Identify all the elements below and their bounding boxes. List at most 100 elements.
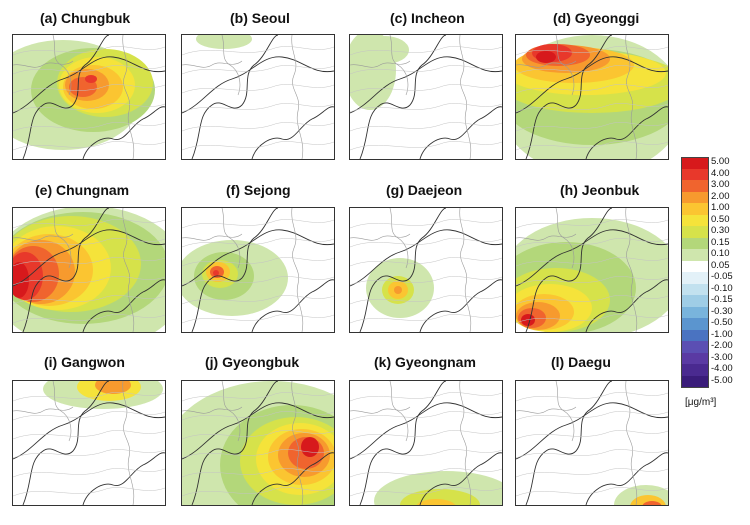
boundary-line: [251, 279, 334, 332]
boundary-line: [585, 452, 668, 505]
legend-swatch: [681, 203, 709, 215]
boundary-line: [22, 208, 110, 332]
boundary-line: [22, 35, 110, 159]
legend-swatch: [681, 364, 709, 376]
county-line: [13, 84, 165, 94]
county-line: [13, 238, 165, 248]
legend-label: -4.00: [711, 363, 733, 374]
county-line: [516, 238, 668, 248]
plume-level: [521, 314, 535, 326]
boundary-line: [585, 106, 668, 159]
county-line: [182, 65, 334, 75]
county-line: [350, 392, 502, 402]
county-line: [350, 257, 502, 267]
plume-level: [642, 501, 662, 505]
concentration-field: [374, 471, 502, 505]
legend-swatch: [681, 237, 709, 249]
panel-title-k: (k) Gyeongnam: [374, 354, 476, 370]
panel-title-e: (e) Chungnam: [35, 182, 130, 198]
county-line: [182, 238, 334, 248]
map-panel-h: [515, 207, 669, 333]
map-j: [182, 381, 334, 505]
legend-swatch: [681, 168, 709, 180]
concentration-field: [196, 35, 252, 49]
county-line: [182, 257, 334, 267]
boundary-line: [122, 208, 135, 332]
boundary-line: [350, 233, 411, 241]
region-boundaries: [182, 381, 334, 505]
boundary-line: [419, 106, 502, 159]
legend-label: 0.10: [711, 248, 730, 259]
map-panel-f: [181, 207, 335, 333]
county-line: [350, 103, 502, 113]
panel-title-b: (b) Seoul: [230, 10, 290, 26]
county-line: [516, 103, 668, 113]
boundary-line: [221, 208, 241, 269]
boundary-line: [555, 208, 575, 269]
county-line: [350, 122, 502, 132]
county-line: [13, 141, 165, 151]
boundary-line: [13, 229, 165, 287]
boundary-line: [555, 35, 575, 96]
boundary-line: [525, 381, 613, 505]
boundary-line: [359, 35, 447, 159]
map-c: [350, 35, 502, 159]
panel-title-a: (a) Chungbuk: [40, 10, 131, 26]
boundary-line: [625, 35, 638, 159]
panel-title-h: (h) Jeonbuk: [560, 182, 640, 198]
legend-label: 0.30: [711, 225, 730, 236]
boundary-line: [22, 381, 110, 505]
boundary-line: [191, 35, 279, 159]
county-line: [350, 411, 502, 421]
plume-level: [361, 36, 409, 64]
map-d: [516, 35, 668, 159]
boundary-line: [251, 452, 334, 505]
legend-label: 3.00: [711, 179, 730, 190]
county-line: [350, 238, 502, 248]
boundary-line: [182, 60, 243, 68]
county-line: [182, 103, 334, 113]
region-boundaries: [516, 208, 668, 332]
county-line: [182, 276, 334, 286]
map-panel-g: [349, 207, 503, 333]
boundary-line: [82, 279, 165, 332]
concentration-field: [366, 258, 434, 318]
legend-swatch: [681, 295, 709, 307]
boundary-line: [389, 208, 409, 269]
legend-swatch: [681, 272, 709, 284]
county-line: [13, 430, 165, 440]
county-line: [182, 449, 334, 459]
region-boundaries: [13, 35, 165, 159]
boundary-line: [182, 233, 243, 241]
plume-level: [536, 51, 556, 63]
county-line: [516, 219, 668, 229]
boundary-line: [350, 60, 411, 68]
county-line: [516, 411, 668, 421]
plume-level: [213, 270, 219, 276]
legend-label: 1.00: [711, 202, 730, 213]
region-boundaries: [182, 208, 334, 332]
legend-label: 0.05: [711, 259, 730, 271]
boundary-line: [291, 208, 304, 332]
legend-swatch: [681, 318, 709, 330]
county-line: [182, 141, 334, 151]
boundary-line: [359, 208, 447, 332]
legend-swatch: [681, 329, 709, 341]
boundary-line: [52, 381, 72, 442]
region-boundaries: [350, 208, 502, 332]
legend-label: -1.00: [711, 328, 733, 340]
county-line: [13, 46, 165, 56]
boundary-line: [350, 56, 502, 114]
legend-swatch: [681, 375, 709, 388]
map-panel-a: [12, 34, 166, 160]
county-line: [13, 314, 165, 324]
boundary-line: [516, 60, 577, 68]
county-line: [350, 449, 502, 459]
county-line: [516, 468, 668, 478]
boundary-line: [419, 452, 502, 505]
map-a: [13, 35, 165, 159]
county-line: [350, 219, 502, 229]
legend-swatch: [681, 214, 709, 226]
boundary-line: [122, 381, 135, 505]
county-line: [182, 46, 334, 56]
